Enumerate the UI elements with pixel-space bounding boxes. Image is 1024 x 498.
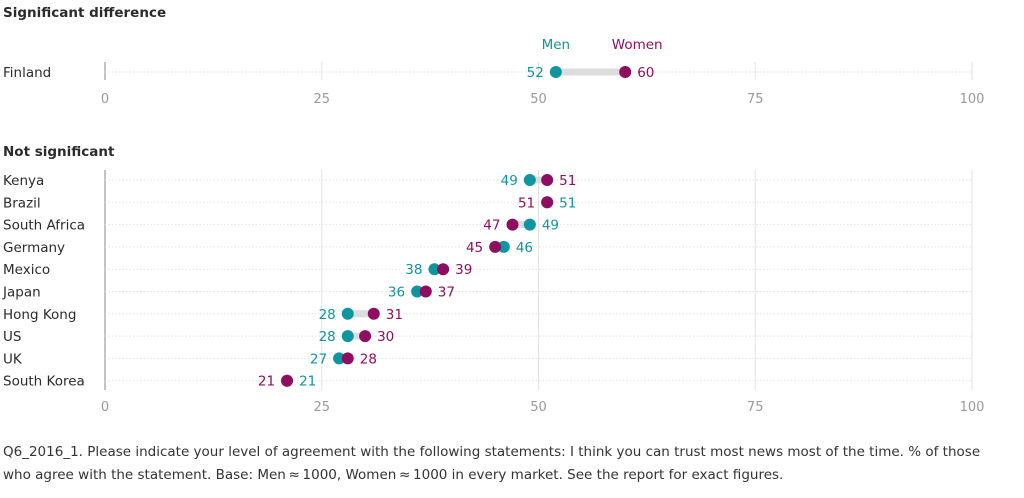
- legend-men: Men: [542, 37, 571, 53]
- section-title-significant: Significant difference: [3, 5, 167, 21]
- value-label: 21: [258, 374, 275, 390]
- x-tick-label: 50: [530, 400, 547, 415]
- value-label: 45: [466, 240, 483, 256]
- women-dot: [419, 285, 432, 298]
- women-dot: [341, 352, 354, 365]
- x-tick-label: 75: [747, 92, 764, 107]
- women-dot: [541, 174, 554, 186]
- men-dot: [333, 352, 346, 365]
- legend-women: Women: [612, 37, 663, 53]
- women-dot: [437, 263, 450, 276]
- category-label-japan: Japan: [2, 285, 41, 301]
- value-label: 37: [438, 285, 455, 301]
- footnote: Q6_2016_1. Please indicate your level of…: [3, 444, 981, 483]
- men-dot: [523, 218, 536, 231]
- x-tick-label: 100: [960, 92, 985, 107]
- value-label: 31: [386, 307, 403, 323]
- value-label: 39: [455, 262, 472, 278]
- category-label-finland: Finland: [3, 65, 51, 81]
- men-dot: [411, 285, 424, 298]
- value-label: 51: [518, 195, 535, 211]
- x-tick-label: 25: [313, 92, 330, 107]
- value-label: 21: [299, 374, 316, 390]
- value-label: 28: [360, 351, 377, 367]
- x-tick-label: 75: [747, 400, 764, 415]
- x-tick-label: 50: [530, 92, 547, 107]
- x-tick-label: 0: [101, 400, 109, 415]
- section-title-not-significant: Not significant: [3, 144, 115, 160]
- value-label: 52: [527, 65, 544, 81]
- value-label: 46: [516, 240, 533, 256]
- value-label: 28: [319, 329, 336, 345]
- value-label: 36: [388, 285, 405, 301]
- x-tick-label: 100: [960, 400, 985, 415]
- value-label: 30: [377, 329, 394, 345]
- women-dot: [619, 66, 632, 78]
- category-label-south-korea: South Korea: [3, 374, 85, 390]
- value-label: 38: [405, 262, 422, 278]
- value-label: 51: [559, 195, 576, 211]
- category-label-brazil: Brazil: [3, 195, 41, 211]
- value-label: 49: [501, 173, 518, 189]
- category-label-south-africa: South Africa: [3, 218, 85, 234]
- men-dot: [497, 240, 510, 253]
- category-label-us: US: [3, 329, 21, 345]
- category-label-germany: Germany: [3, 240, 65, 256]
- men-dot: [523, 174, 536, 186]
- x-tick-label: 0: [101, 92, 109, 107]
- women-dot: [359, 330, 372, 343]
- value-label: 28: [319, 307, 336, 323]
- men-dot: [428, 263, 441, 276]
- women-dot: [541, 196, 554, 209]
- men-dot: [341, 330, 354, 343]
- category-label-kenya: Kenya: [3, 173, 44, 189]
- dumbbell-chart: 0 25 50 75 100 Finland 52 60 Men Women 0 25 50 75 100 K…: [2, 37, 985, 415]
- value-label: 47: [483, 218, 500, 234]
- women-dot: [489, 240, 502, 253]
- men-dot: [341, 307, 354, 320]
- category-label-hong-kong: Hong Kong: [3, 307, 76, 323]
- category-label-mexico: Mexico: [3, 262, 50, 278]
- value-label: 49: [542, 218, 559, 234]
- women-dot: [367, 307, 380, 320]
- category-label-uk: UK: [3, 351, 23, 367]
- value-label: 60: [637, 65, 654, 81]
- men-dot: [549, 66, 562, 78]
- value-label: 27: [310, 351, 327, 367]
- women-dot: [281, 374, 294, 387]
- value-label: 51: [559, 173, 576, 189]
- x-tick-label: 25: [313, 400, 330, 415]
- women-dot: [506, 218, 519, 231]
